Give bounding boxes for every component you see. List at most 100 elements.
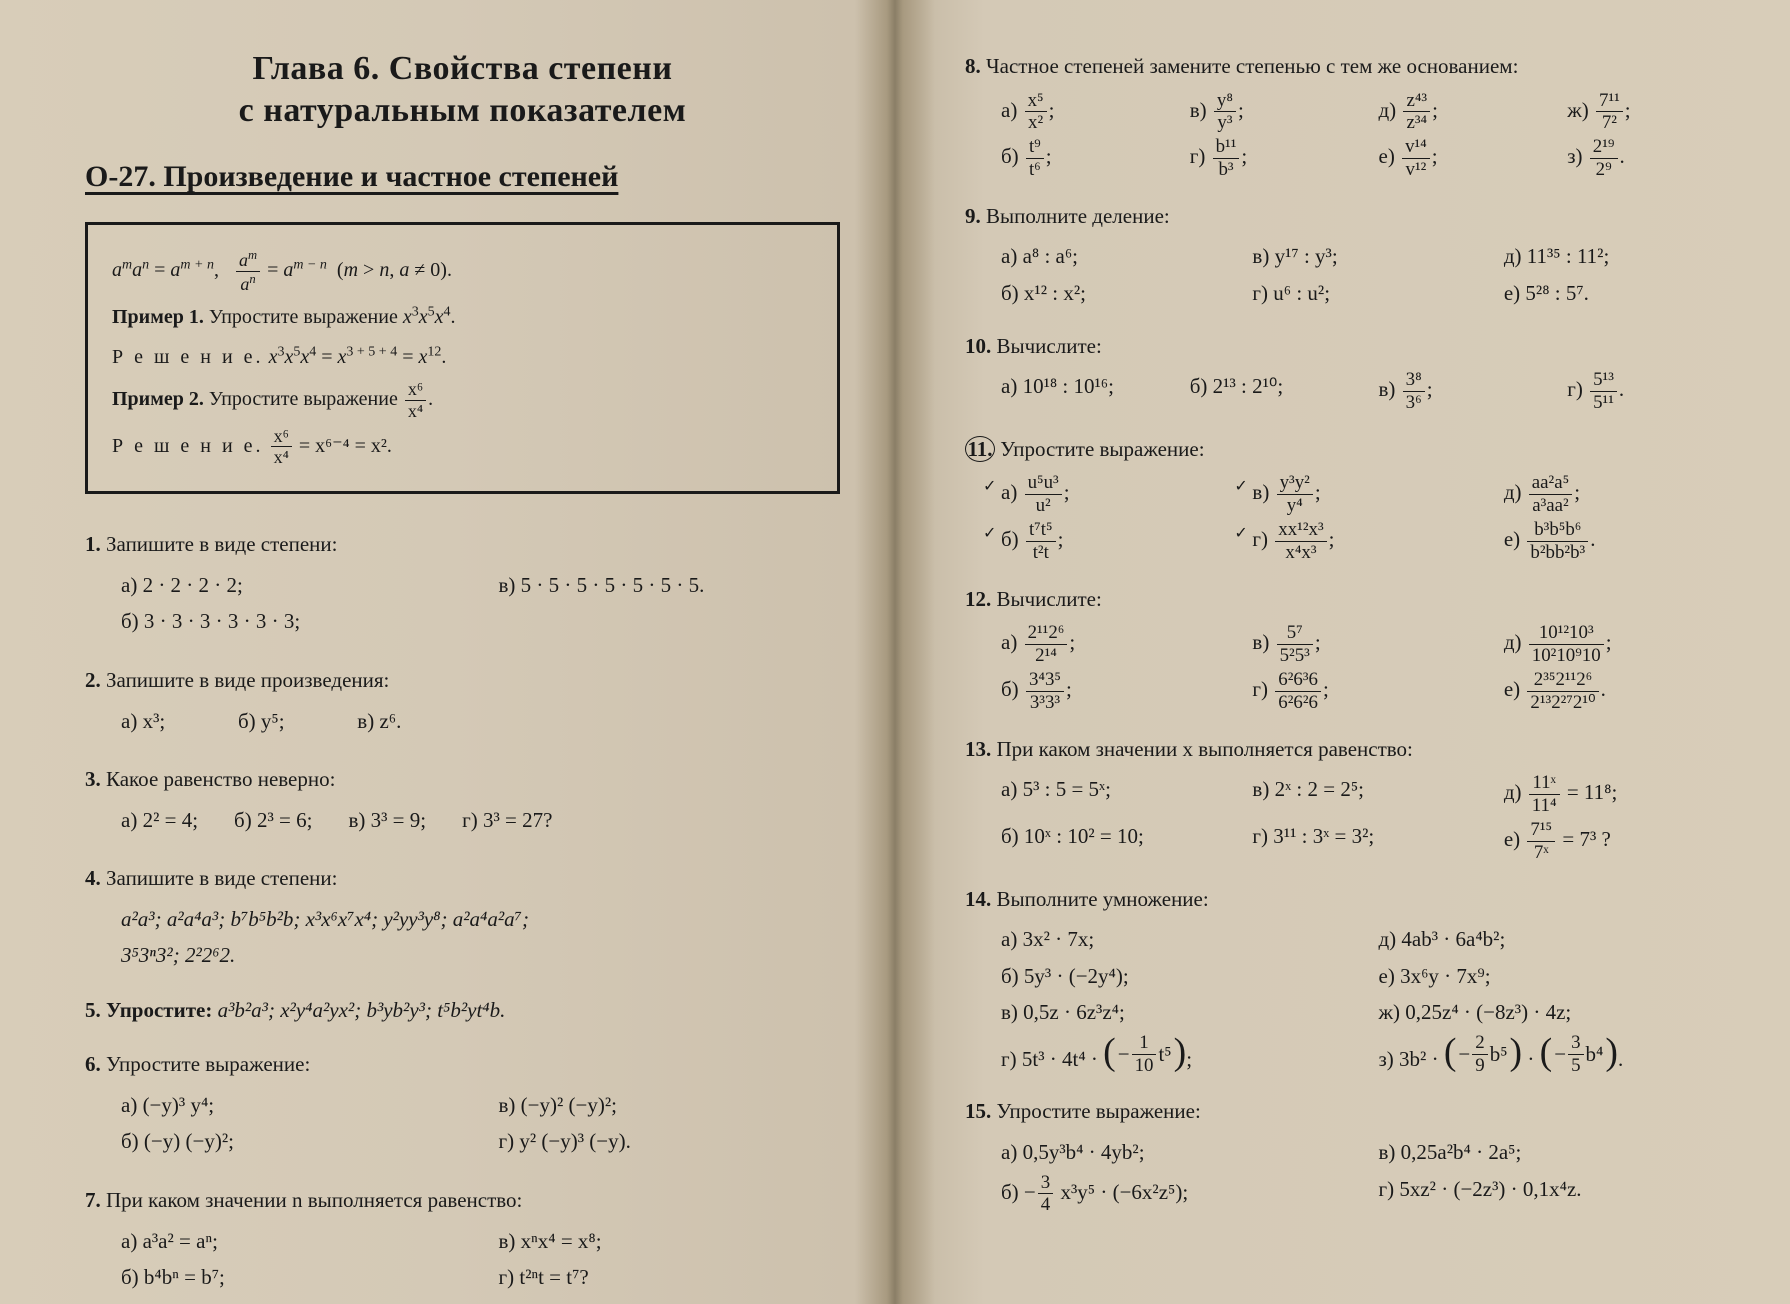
p3-a: а) 2² = 4; [121,804,198,837]
box-ex2-task: Упростите выражение x⁶x⁴. [209,388,433,410]
box-ex1-task: Упростите выражение x3x5x4. [209,306,456,328]
p6-b: б) (−y) (−y)²; [121,1125,463,1158]
p8-g: г) b¹¹b³; [1190,137,1343,180]
p1-a: а) 2 · 2 · 2 · 2; [121,569,463,602]
circled-number: 11. [965,436,995,462]
problem-2: 2. Запишите в виде произведения: а) x³; … [85,664,840,741]
box-ex2-label: Пример 2. [112,388,204,410]
problem-12: 12. Вычислите: а) 2¹¹2⁶2¹⁴; в) 5⁷5²5³; д… [965,583,1720,717]
p3-b: б) 2³ = 6; [234,804,312,837]
p12-d: д) 10¹²10³10²10⁹10; [1504,623,1719,666]
p13-g: г) 3¹¹ : 3ˣ = 3²; [1252,820,1467,863]
box-ex1-sol-label: Р е ш е н и е. [112,346,264,368]
p13-b: б) 10ˣ : 10² = 10; [1001,820,1216,863]
p11-d: д) aa²a⁵a³aa²; [1504,473,1719,516]
problem-7: 7. При каком значении n выполняется раве… [85,1184,840,1298]
section-title: О-27. Произведение и частное степеней [85,160,840,194]
box-ex1-sol: x3x5x4 = x3 + 5 + 4 = x12. [269,346,447,368]
p3-v: в) 3³ = 9; [348,804,426,837]
p9-a: а) a⁸ : a⁶; [1001,240,1216,273]
p15-v: в) 0,25a²b⁴ · 2a⁵; [1379,1136,1721,1169]
p11-e: е) b³b⁵b⁶b²bb²b³. [1504,520,1719,563]
p10-b: б) 2¹³ : 2¹⁰; [1190,370,1343,413]
p13-e: е) 7¹⁵7ˣ = 7³ ? [1504,820,1719,863]
p8-b: б) t⁹t⁶; [1001,137,1154,180]
p6-a: а) (−y)³ y⁴; [121,1089,463,1122]
p15-a: а) 0,5y³b⁴ · 4yb²; [1001,1136,1343,1169]
p10-a: а) 10¹⁸ : 10¹⁶; [1001,370,1154,413]
p13-v: в) 2ˣ : 2 = 2⁵; [1252,773,1467,816]
p9-b: б) x¹² : x²; [1001,277,1216,310]
p8-e: е) v¹⁴v¹²; [1379,137,1532,180]
p1-v: в) 5 · 5 · 5 · 5 · 5 · 5 · 5. [499,569,841,602]
p8-z: з) 2¹⁹2⁹. [1567,137,1720,180]
p10-v: в) 3⁸3⁶; [1379,370,1532,413]
p11-b: б) t⁷t⁵t²t; [1001,520,1216,563]
p5-body: a³b²a³; x²y⁴a²yx²; b³yb²y³; t⁵b²yt⁴b. [218,998,506,1022]
problem-13: 13. При каком значении x выполняется рав… [965,733,1720,867]
page-left: Глава 6. Свойства степени с натуральным … [0,0,895,1304]
p15-b: б) −34 x³y⁵ · (−6x²z⁵); [1001,1173,1343,1216]
p15-g: г) 5xz² · (−2z³) · 0,1x⁴z. [1379,1173,1721,1216]
p14-z: з) 3b² · −29b⁵ · −35b⁴. [1379,1033,1721,1076]
p14-b: б) 5y³ · (−2y⁴); [1001,960,1343,993]
p9-g: г) u⁶ : u²; [1252,277,1467,310]
problem-6: 6. Упростите выражение: а) (−y)³ y⁴; в) … [85,1048,840,1162]
problem-1: 1. Запишите в виде степени: а) 2 · 2 · 2… [85,528,840,642]
problem-9: 9. Выполните деление: а) a⁸ : a⁶; в) y¹⁷… [965,200,1720,314]
problem-8: 8. Частное степеней замените степенью с … [965,50,1720,184]
p12-g: г) 6²6³66²6²6; [1252,670,1467,713]
chapter-title-2: с натуральным показателем [85,92,840,130]
p6-g: г) y² (−y)³ (−y). [499,1125,841,1158]
p14-a: а) 3x² · 7x; [1001,923,1343,956]
box-ex2-sol: x⁶x⁴ = x⁶⁻⁴ = x². [269,435,392,457]
p11-v: в) y³y²y⁴; [1252,473,1467,516]
p11-a: а) u⁵u³u²; [1001,473,1216,516]
p14-g: г) 5t³ · 4t⁴ · −110t⁵; [1001,1033,1343,1076]
p13-d: д) 11ˣ11⁴ = 11⁸; [1504,773,1719,816]
p4-line2: 3⁵3ⁿ3²; 2²2⁶2. [121,939,840,972]
book-spine-shadow [855,0,895,1304]
p7-v: в) xⁿx⁴ = x⁸; [499,1225,841,1258]
p1-b: б) 3 · 3 · 3 · 3 · 3 · 3; [121,605,463,638]
p8-zh: ж) 7¹¹7²; [1567,91,1720,134]
box-rule: aman = am + n, aman = am − n (m > n, a ≠… [112,249,813,294]
p14-e: е) 3x⁶y · 7x⁹; [1379,960,1721,993]
problem-4: 4. Запишите в виде степени: a²a³; a²a⁴a³… [85,862,840,972]
p12-a: а) 2¹¹2⁶2¹⁴; [1001,623,1216,666]
p9-v: в) y¹⁷ : y³; [1252,240,1467,273]
problem-3: 3. Какое равенство неверно: а) 2² = 4; б… [85,763,840,840]
p2-a: а) x³; [121,705,202,738]
p8-a: а) x⁵x²; [1001,91,1154,134]
box-ex2-sol-label: Р е ш е н и е. [112,435,264,457]
p2-b: б) y⁵; [238,705,321,738]
p2-v: в) z⁶. [357,705,401,738]
p13-a: а) 5³ : 5 = 5ˣ; [1001,773,1216,816]
p7-a: а) a³a² = aⁿ; [121,1225,463,1258]
problem-10: 10. Вычислите: а) 10¹⁸ : 10¹⁶; б) 2¹³ : … [965,330,1720,417]
box-ex1-label: Пример 1. [112,306,204,328]
page-right: 8. Частное степеней замените степенью с … [895,0,1790,1304]
p9-d: д) 11³⁵ : 11²; [1504,240,1719,273]
problem-14: 14. Выполните умножение: а) 3x² · 7x; д)… [965,883,1720,1080]
p12-b: б) 3⁴3⁵3³3³; [1001,670,1216,713]
p14-d: д) 4ab³ · 6a⁴b²; [1379,923,1721,956]
p10-g: г) 5¹³5¹¹. [1567,370,1720,413]
p7-g: г) t²ⁿt = t⁷? [499,1261,841,1294]
p12-e: е) 2³⁵2¹¹2⁶2¹³2²⁷2¹⁰. [1504,670,1719,713]
p12-v: в) 5⁷5²5³; [1252,623,1467,666]
p11-g: г) xx¹²x³x⁴x³; [1252,520,1467,563]
p8-v: в) y⁸y³; [1190,91,1343,134]
p6-v: в) (−y)² (−y)²; [499,1089,841,1122]
p14-v: в) 0,5z · 6z³z⁴; [1001,996,1343,1029]
p9-e: е) 5²⁸ : 5⁷. [1504,277,1719,310]
theory-box: aman = am + n, aman = am − n (m > n, a ≠… [85,222,840,494]
p7-b: б) b⁴bⁿ = b⁷; [121,1261,463,1294]
problem-15: 15. Упростите выражение: а) 0,5y³b⁴ · 4y… [965,1095,1720,1219]
problem-11: 11. Упростите выражение: а) u⁵u³u²; в) y… [965,433,1720,567]
chapter-title-1: Глава 6. Свойства степени [85,50,840,88]
p3-g: г) 3³ = 27? [462,804,552,837]
p8-d: д) z⁴³z³⁴; [1379,91,1532,134]
problem-5: 5. Упростите: a³b²a³; x²y⁴a²yx²; b³yb²y³… [85,994,840,1027]
p14-zh: ж) 0,25z⁴ · (−8z³) · 4z; [1379,996,1721,1029]
